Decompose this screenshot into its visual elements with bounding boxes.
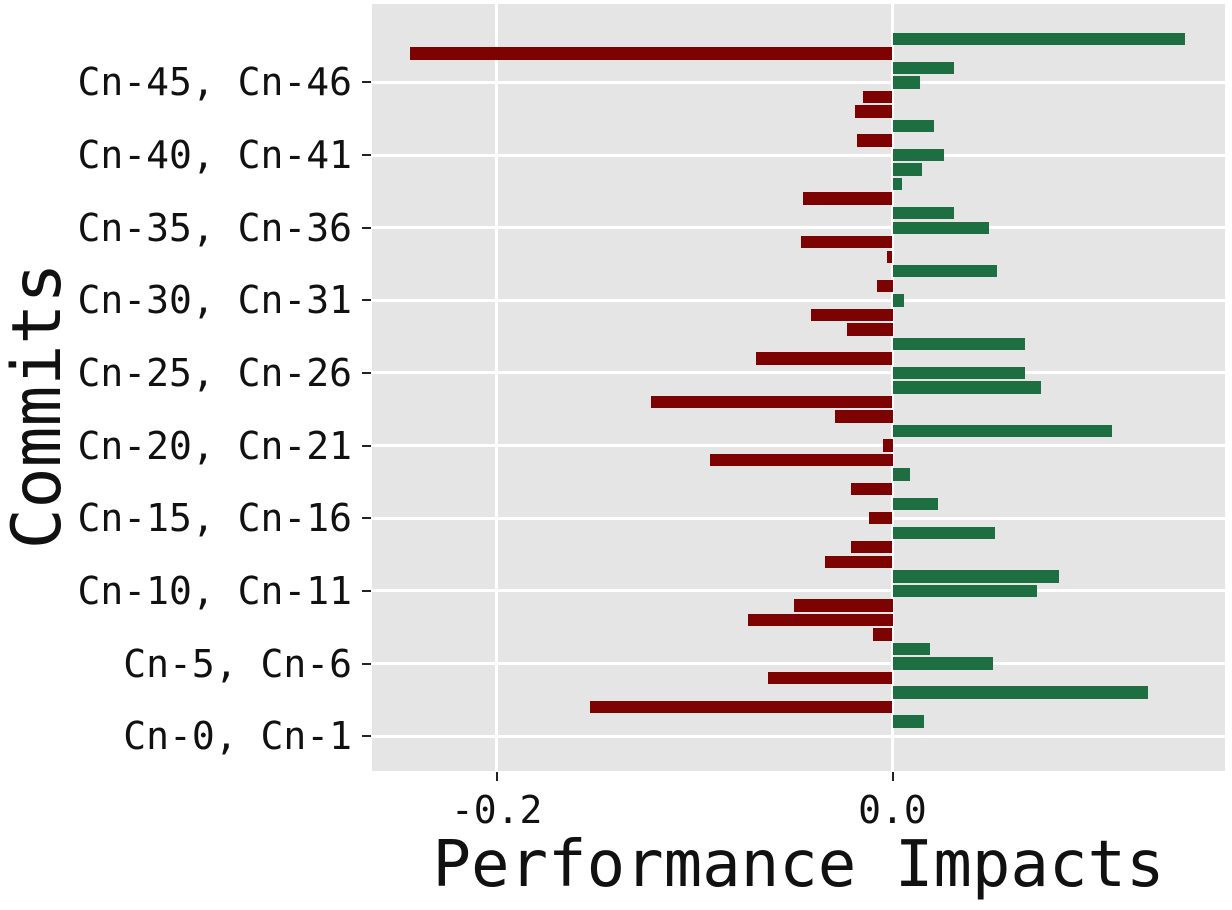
y-tick-mark bbox=[362, 226, 371, 229]
bar-positive bbox=[892, 642, 931, 656]
bar-negative bbox=[748, 613, 893, 627]
y-gridline bbox=[372, 153, 1225, 157]
bar-positive bbox=[892, 265, 998, 278]
y-tick-mark bbox=[362, 154, 371, 157]
bar-positive bbox=[892, 163, 923, 176]
bar-positive bbox=[892, 337, 1026, 351]
y-gridline bbox=[372, 371, 1225, 375]
bar-negative bbox=[850, 541, 893, 554]
bar-positive bbox=[892, 657, 994, 670]
y-tick-mark bbox=[362, 81, 371, 84]
bar-positive bbox=[892, 424, 1113, 438]
x-gridline bbox=[495, 4, 499, 771]
y-gridline bbox=[372, 226, 1225, 230]
y-gridline bbox=[372, 298, 1225, 302]
bar-negative bbox=[846, 323, 893, 336]
x-tick-mark bbox=[495, 772, 498, 781]
bar-negative bbox=[862, 90, 893, 104]
bar-positive bbox=[892, 570, 1059, 583]
x-tick-mark bbox=[891, 772, 894, 781]
y-tick-mark bbox=[362, 299, 371, 302]
y-tick-label: Cn-15, Cn-16 bbox=[77, 496, 352, 541]
y-tick-mark bbox=[362, 662, 371, 665]
y-tick-mark bbox=[362, 735, 371, 738]
bar-negative bbox=[710, 453, 893, 467]
y-tick-label: Cn-20, Cn-21 bbox=[77, 423, 352, 468]
bar-positive bbox=[892, 221, 990, 234]
bar-positive bbox=[892, 526, 996, 539]
y-tick-label: Cn-5, Cn-6 bbox=[123, 641, 352, 686]
y-gridline bbox=[372, 444, 1225, 448]
bar-negative bbox=[850, 482, 893, 496]
y-tick-label: Cn-45, Cn-46 bbox=[77, 60, 352, 105]
bar-negative bbox=[882, 439, 893, 452]
bar-positive bbox=[892, 148, 944, 162]
y-tick-mark bbox=[362, 517, 371, 520]
y-gridline bbox=[372, 80, 1225, 84]
y-tick-label: Cn-10, Cn-11 bbox=[77, 568, 352, 613]
bar-negative bbox=[854, 105, 893, 118]
bar-negative bbox=[409, 47, 893, 60]
bar-positive bbox=[892, 294, 905, 307]
bar-positive bbox=[892, 468, 911, 481]
y-tick-label: Cn-0, Cn-1 bbox=[123, 714, 352, 759]
y-tick-mark bbox=[362, 589, 371, 592]
bar-positive bbox=[892, 32, 1186, 46]
y-tick-label: Cn-35, Cn-36 bbox=[77, 205, 352, 250]
bar-negative bbox=[886, 250, 893, 263]
y-tick-label: Cn-25, Cn-26 bbox=[77, 350, 352, 395]
y-axis-label: Commits bbox=[0, 262, 77, 549]
bar-positive bbox=[892, 177, 903, 191]
bar-positive bbox=[892, 61, 954, 75]
bar-negative bbox=[876, 279, 893, 292]
bar-positive bbox=[892, 715, 925, 728]
bar-negative bbox=[835, 410, 893, 423]
bar-negative bbox=[811, 308, 893, 322]
bar-negative bbox=[856, 134, 893, 147]
bar-positive bbox=[892, 584, 1037, 598]
plot-area bbox=[372, 4, 1225, 771]
y-gridline bbox=[372, 589, 1225, 593]
y-tick-mark bbox=[362, 371, 371, 374]
bar-negative bbox=[767, 671, 893, 685]
y-gridline bbox=[372, 516, 1225, 520]
y-tick-label: Cn-30, Cn-31 bbox=[77, 278, 352, 323]
bar-positive bbox=[892, 119, 935, 133]
x-axis-label: Performance Impacts bbox=[432, 828, 1165, 902]
bar-negative bbox=[825, 555, 893, 568]
y-tick-label: Cn-40, Cn-41 bbox=[77, 133, 352, 178]
y-gridline bbox=[372, 662, 1225, 665]
y-tick-mark bbox=[362, 444, 371, 447]
x-tick-label: -0.2 bbox=[450, 788, 543, 832]
x-tick-label: 0.0 bbox=[858, 788, 927, 832]
bar-negative bbox=[589, 700, 893, 714]
bar-negative bbox=[755, 352, 893, 365]
bar-negative bbox=[793, 599, 893, 612]
bar-positive bbox=[892, 76, 921, 89]
bar-negative bbox=[868, 512, 893, 525]
bar-positive bbox=[892, 686, 1148, 699]
y-gridline bbox=[372, 734, 1225, 738]
bar-positive bbox=[892, 206, 954, 220]
bar-negative bbox=[872, 628, 893, 641]
bar-negative bbox=[801, 236, 893, 249]
bar-positive bbox=[892, 381, 1041, 394]
bar-positive bbox=[892, 366, 1026, 380]
bar-positive bbox=[892, 497, 939, 510]
bar-negative bbox=[803, 192, 893, 205]
bar-negative bbox=[651, 395, 893, 409]
